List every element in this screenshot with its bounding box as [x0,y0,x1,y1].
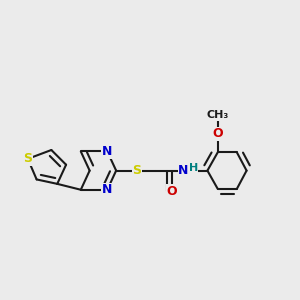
Text: O: O [212,127,223,140]
Text: Methoxy: Methoxy [215,115,221,116]
Text: H: H [189,163,198,173]
Text: S: S [23,152,32,165]
Text: N: N [102,145,112,158]
Text: O: O [167,185,177,198]
Text: S: S [132,164,141,177]
Text: N: N [178,164,188,177]
Text: N: N [102,183,112,196]
Text: CH₃: CH₃ [207,110,229,120]
